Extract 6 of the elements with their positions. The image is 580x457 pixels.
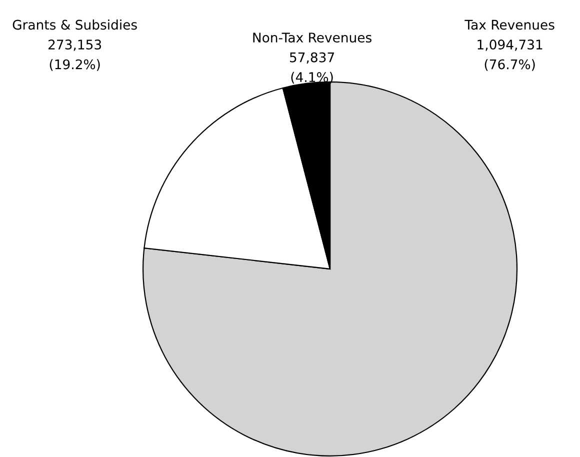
data-label: 57,837 (4.1%) (290, 52, 334, 84)
slice-label: Tax Revenues (464, 20, 554, 30)
slice-label: Non-Tax Revenues (253, 32, 372, 43)
data-label: 1,094,731 (76.7%) (478, 40, 542, 71)
slice-label: Grants & Subsidies (12, 20, 137, 30)
data-label: 273,153 (19.2%) (48, 40, 102, 71)
